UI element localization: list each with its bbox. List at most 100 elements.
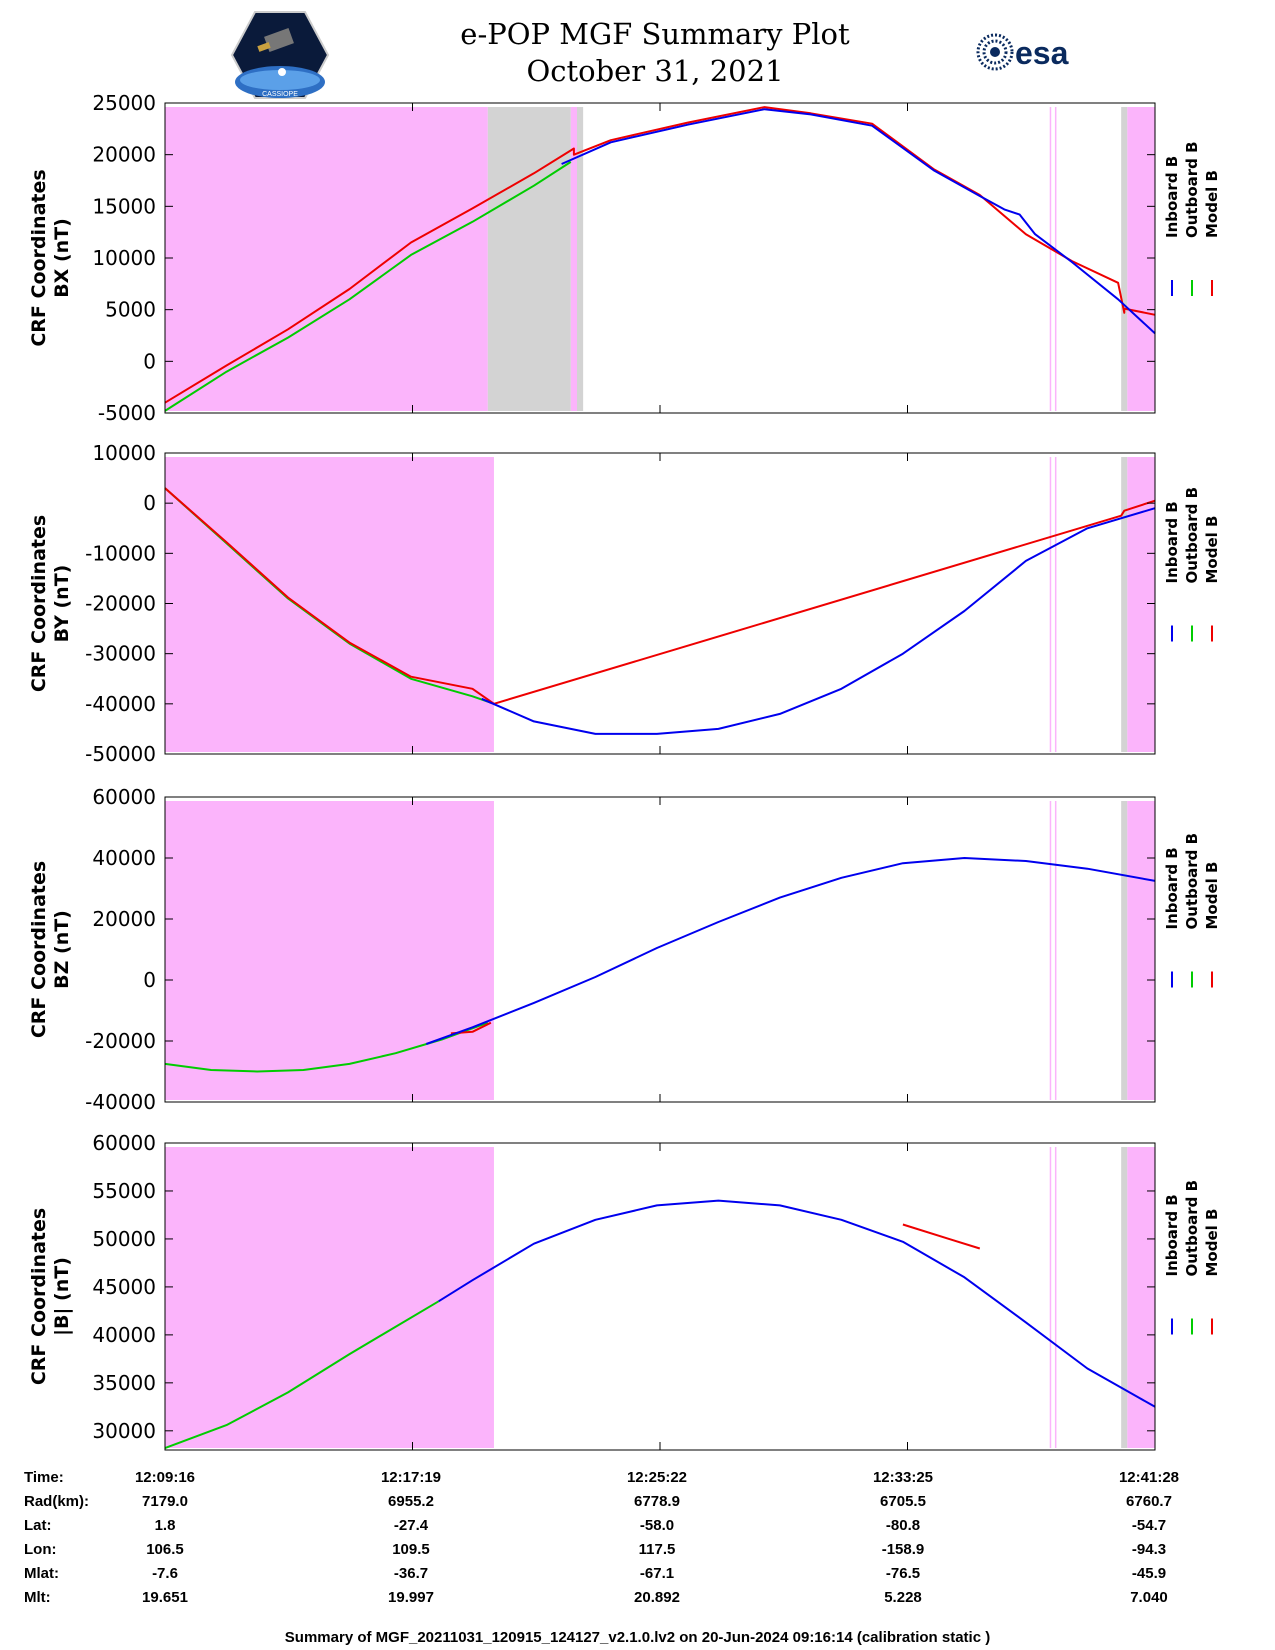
lat-value: 1.8 bbox=[154, 1517, 176, 1534]
mlat-value: -36.7 bbox=[393, 1565, 429, 1582]
y-tick-label: 20000 bbox=[92, 907, 156, 931]
mlat-value: -67.1 bbox=[639, 1565, 675, 1582]
y-tick-label: 20000 bbox=[92, 143, 156, 167]
lat-value: -54.7 bbox=[1131, 1517, 1167, 1534]
y-tick-label: 45000 bbox=[92, 1275, 156, 1299]
y-tick-label: 40000 bbox=[92, 1323, 156, 1347]
lat-value: -58.0 bbox=[639, 1517, 675, 1534]
series-line-inboard bbox=[425, 857, 1156, 1045]
lon-label: Lon: bbox=[24, 1541, 57, 1558]
legend-label: Outboard B bbox=[1183, 487, 1201, 584]
series-line-model bbox=[164, 487, 1156, 705]
svg-text:esa: esa bbox=[1015, 35, 1069, 71]
legend-label: Inboard B bbox=[1163, 156, 1181, 238]
title-line-1: e-POP MGF Summary Plot bbox=[460, 17, 850, 51]
shade-region bbox=[1127, 801, 1155, 1100]
shade-region bbox=[1121, 1147, 1128, 1448]
y-tick-label: 60000 bbox=[92, 785, 156, 809]
lon-value: 109.5 bbox=[392, 1541, 430, 1558]
y-axis-label-line1: CRF Coordinates bbox=[28, 515, 50, 692]
y-tick-label: 40000 bbox=[92, 846, 156, 870]
mlat-value: -7.6 bbox=[152, 1565, 178, 1582]
footer-summary: Summary of MGF_20211031_120915_124127_v2… bbox=[284, 1629, 991, 1646]
rad-value: 6705.5 bbox=[880, 1493, 926, 1510]
shade-region bbox=[576, 107, 584, 411]
y-axis-label-line2: BZ (nT) bbox=[51, 910, 73, 989]
time-tick-3: 12:33:25 bbox=[872, 1469, 934, 1486]
y-axis-label-line1: CRF Coordinates bbox=[28, 861, 50, 1038]
legend-label: Inboard B bbox=[1163, 501, 1181, 583]
shade-region bbox=[1127, 1147, 1155, 1448]
mlt-label: Mlt: bbox=[24, 1589, 51, 1606]
y-tick-label: -20000 bbox=[85, 592, 156, 616]
rad-value: 6778.9 bbox=[634, 1493, 680, 1510]
y-tick-label: 5000 bbox=[105, 298, 156, 322]
mlt-value: 19.651 bbox=[142, 1589, 188, 1606]
shade-region bbox=[1121, 801, 1128, 1100]
esa-logo: esa bbox=[975, 30, 1090, 75]
time-tick-2: 12:25:22 bbox=[626, 1469, 688, 1486]
shade-region bbox=[1127, 107, 1155, 411]
series-line-inboard bbox=[481, 507, 1156, 735]
legend-label: Model B bbox=[1203, 516, 1221, 584]
y-axis-label-line1: CRF Coordinates bbox=[28, 169, 50, 346]
svg-text:CASSIOPE: CASSIOPE bbox=[262, 91, 298, 98]
y-tick-label: -30000 bbox=[85, 642, 156, 666]
shade-region bbox=[570, 107, 577, 411]
mlt-value: 7.040 bbox=[1130, 1589, 1168, 1606]
lon-value: 117.5 bbox=[638, 1541, 676, 1558]
lat-label: Lat: bbox=[24, 1517, 52, 1534]
legend-label: Outboard B bbox=[1183, 1180, 1201, 1277]
page-title: e-POP MGF Summary Plot October 31, 2021 bbox=[380, 16, 930, 90]
rad-value: 7179.0 bbox=[142, 1493, 188, 1510]
lon-value: 106.5 bbox=[146, 1541, 184, 1558]
mlat-value: -45.9 bbox=[1131, 1565, 1167, 1582]
y-tick-label: -40000 bbox=[85, 692, 156, 716]
shade-region bbox=[165, 457, 494, 752]
y-tick-label: 0 bbox=[143, 968, 156, 992]
rad-value: 6760.7 bbox=[1126, 1493, 1172, 1510]
series-line-outboard bbox=[164, 161, 572, 412]
mlat-value: -76.5 bbox=[885, 1565, 921, 1582]
series-line-model bbox=[164, 106, 1156, 404]
y-axis-label-line2: BX (nT) bbox=[51, 218, 73, 298]
mlt-value: 20.892 bbox=[634, 1589, 680, 1606]
y-tick-label: 30000 bbox=[92, 1419, 156, 1443]
legend-label: Model B bbox=[1203, 1209, 1221, 1277]
series-line-inboard bbox=[438, 1199, 1156, 1408]
legend-label: Inboard B bbox=[1163, 1194, 1181, 1276]
y-tick-label: 35000 bbox=[92, 1371, 156, 1395]
mlat-label: Mlat: bbox=[24, 1565, 59, 1582]
y-tick-label: 25000 bbox=[92, 91, 156, 115]
series-line-model bbox=[902, 1223, 981, 1250]
y-tick-label: 10000 bbox=[92, 246, 156, 270]
time-tick-4: 12:41:28 bbox=[1118, 1469, 1180, 1486]
shade-region bbox=[165, 801, 494, 1100]
shade-region bbox=[487, 107, 571, 411]
shade-region bbox=[165, 1147, 494, 1448]
y-tick-label: -40000 bbox=[85, 1090, 156, 1114]
y-tick-label: 10000 bbox=[92, 441, 156, 465]
lat-value: -27.4 bbox=[393, 1517, 429, 1534]
title-line-2: October 31, 2021 bbox=[526, 54, 784, 88]
y-axis-label-line2: BY (nT) bbox=[51, 565, 73, 643]
y-tick-label: 0 bbox=[143, 491, 156, 515]
shade-region bbox=[1121, 457, 1128, 752]
legend-label: Outboard B bbox=[1183, 833, 1201, 930]
rad-value: 6955.2 bbox=[388, 1493, 434, 1510]
lon-value: -158.9 bbox=[881, 1541, 925, 1558]
lon-value: -94.3 bbox=[1131, 1541, 1167, 1558]
rad-label: Rad(km): bbox=[24, 1493, 90, 1510]
time-tick-0: 12:09:16 bbox=[134, 1469, 196, 1486]
legend-label: Model B bbox=[1203, 170, 1221, 238]
y-tick-label: 60000 bbox=[92, 1131, 156, 1155]
legend-label: Inboard B bbox=[1163, 847, 1181, 929]
cassiope-logo: CASSIOPE bbox=[230, 10, 330, 100]
legend-label: Outboard B bbox=[1183, 141, 1201, 238]
y-tick-label: 55000 bbox=[92, 1179, 156, 1203]
series-line-outboard bbox=[164, 1300, 440, 1450]
y-tick-label: -5000 bbox=[98, 401, 156, 425]
mlt-value: 19.997 bbox=[388, 1589, 434, 1606]
y-tick-label: 15000 bbox=[92, 194, 156, 218]
lat-value: -80.8 bbox=[885, 1517, 921, 1534]
